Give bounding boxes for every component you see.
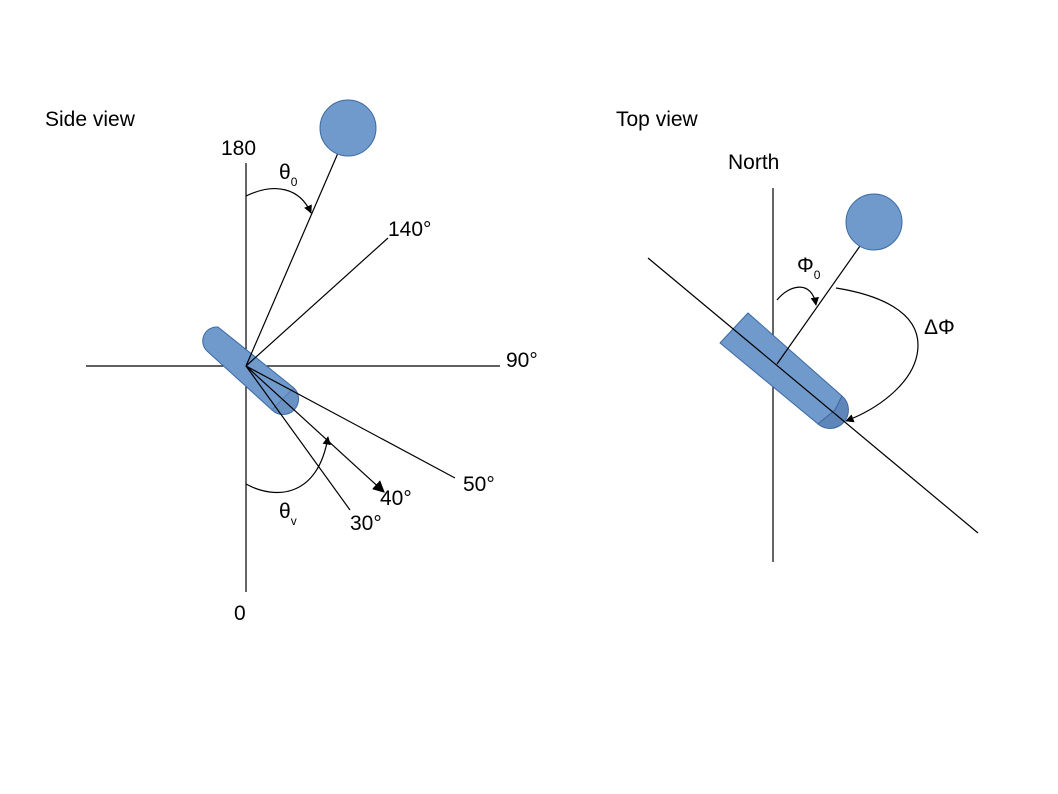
label-90-degrees: 90° [506, 349, 538, 372]
side-view: Side view 180 0 90° 140° 50° 40° 30° θ0 [45, 99, 538, 625]
line-30-degrees [245, 365, 351, 511]
label-40-degrees: 40° [380, 487, 412, 510]
line-40-degrees-arrow [245, 365, 385, 493]
thetav-arc [245, 436, 331, 494]
north-label: North [728, 151, 779, 174]
sun-circle-top [845, 193, 903, 251]
phi0-arc [776, 286, 819, 306]
sun-circle-side [319, 99, 377, 157]
label-30-degrees: 30° [350, 512, 382, 535]
axis-label-180: 180 [221, 137, 256, 160]
line-140-degrees [245, 237, 389, 367]
axis-label-0: 0 [234, 602, 246, 625]
label-140-degrees: 140° [388, 218, 431, 241]
theta0-label: θ0 [279, 161, 298, 189]
top-view-title: Top view [616, 108, 699, 131]
side-view-title: Side view [45, 108, 136, 131]
delta-phi-label: ΔΦ [924, 316, 955, 339]
top-view: Top view North Φ0 ΔΦ [616, 108, 979, 562]
sensor-azimuth-line [647, 257, 979, 534]
theta0-arc [245, 188, 312, 214]
label-50-degrees: 50° [463, 473, 495, 496]
delta-phi-arc [835, 287, 919, 423]
thetav-label: θv [279, 500, 297, 528]
sensor-cylinder-top [719, 312, 849, 429]
sun-azimuth-line [776, 245, 861, 365]
sun-ray-line [245, 152, 339, 367]
phi0-label: Φ0 [797, 254, 821, 282]
line-50-degrees [245, 365, 456, 479]
